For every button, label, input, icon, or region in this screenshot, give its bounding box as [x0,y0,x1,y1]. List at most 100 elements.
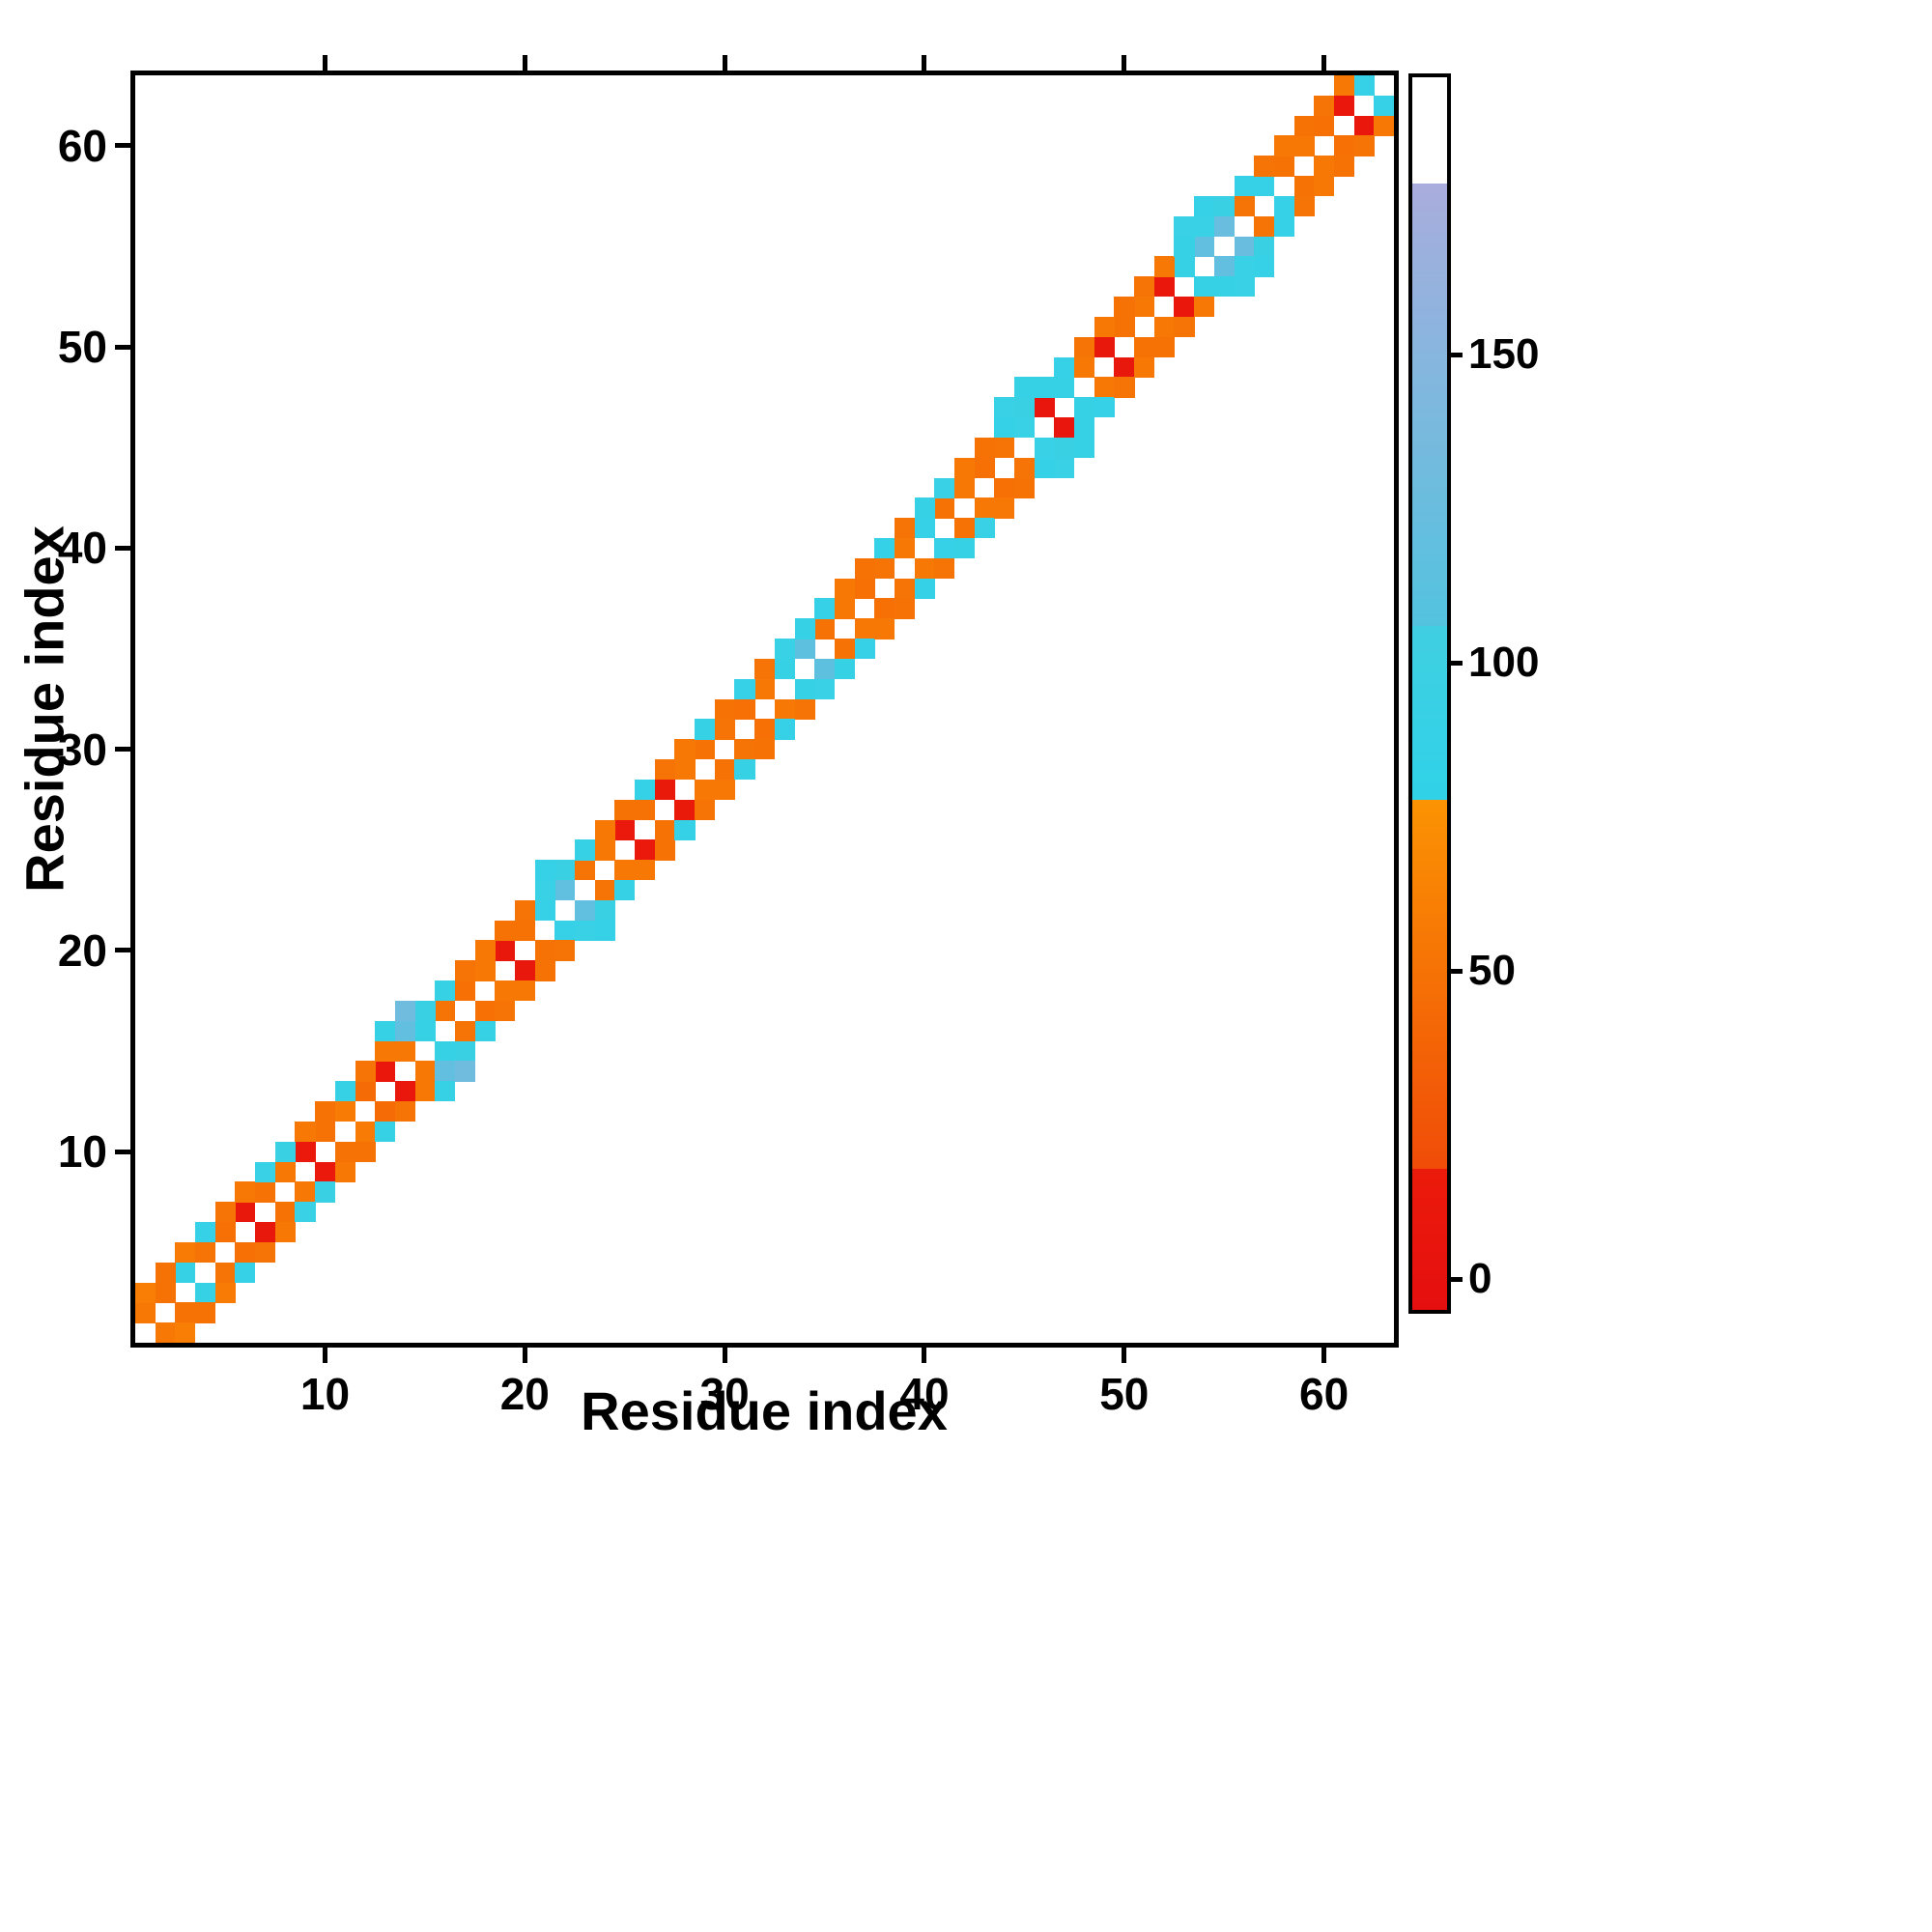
colorbar-strip [1412,131,1447,134]
heatmap-cell [534,960,555,981]
colorbar-strip [1412,1124,1447,1127]
colorbar-strip [1412,439,1447,441]
colorbar-strip [1412,475,1447,478]
colorbar-strip [1412,118,1447,121]
colorbar-strip [1412,974,1447,977]
colorbar-strip [1412,987,1447,990]
colorbar-strip [1412,429,1447,432]
colorbar-tick [1451,660,1463,666]
colorbar-strip [1412,1041,1447,1044]
colorbar-strip [1412,365,1447,368]
colorbar-strip [1412,471,1447,474]
colorbar-strip [1412,728,1447,731]
heatmap-cell [195,1282,216,1303]
colorbar-strip [1412,1260,1447,1263]
heatmap-cell [1213,276,1235,298]
colorbar-strip [1412,1005,1447,1008]
colorbar-strip [1412,956,1447,959]
heatmap-cell [874,557,895,580]
colorbar-strip [1412,607,1447,610]
colorbar-strip [1412,373,1447,376]
colorbar-strip [1412,170,1447,173]
colorbar-strip [1412,676,1447,679]
colorbar-strip [1412,537,1447,540]
colorbar-strip [1412,958,1447,961]
colorbar-tick [1451,1276,1463,1282]
colorbar-strip [1412,218,1447,221]
colorbar-strip [1412,93,1447,96]
heatmap-cell [514,920,536,941]
colorbar-strip [1412,1113,1447,1116]
colorbar-strip [1412,1053,1447,1056]
colorbar-strip [1412,195,1447,198]
colorbar-strip [1412,95,1447,98]
colorbar-strip [1412,137,1447,140]
y-tick-label: 10 [57,1126,107,1178]
colorbar-strip [1412,1175,1447,1178]
colorbar-strip [1412,815,1447,818]
colorbar-strip [1412,1059,1447,1062]
colorbar-strip [1412,147,1447,150]
colorbar-strip [1412,898,1447,901]
colorbar-strip [1412,1252,1447,1255]
colorbar-strip [1412,690,1447,693]
colorbar-strip [1412,1034,1447,1037]
colorbar-strip [1412,920,1447,923]
plot-area [135,75,1394,1343]
colorbar-strip [1412,1144,1447,1147]
colorbar-strip [1412,842,1447,845]
colorbar-strip [1412,1285,1447,1288]
heatmap-cell [1114,377,1135,398]
colorbar-strip [1412,705,1447,708]
heatmap-cell [814,598,836,619]
colorbar-strip [1412,796,1447,799]
colorbar-strip [1412,83,1447,86]
colorbar-strip [1412,978,1447,980]
heatmap-cell [235,1181,256,1203]
colorbar-strip [1412,1161,1447,1164]
heatmap-cell [414,1081,436,1102]
colorbar-strip [1412,1206,1447,1208]
colorbar-strip [1412,1063,1447,1065]
colorbar-strip [1412,1146,1447,1149]
colorbar-strip [1412,912,1447,915]
colorbar-strip [1412,1037,1447,1040]
colorbar-strip [1412,383,1447,385]
x-tick [1122,1348,1127,1363]
colorbar-strip [1412,526,1447,528]
heatmap-cell [974,457,995,478]
colorbar-strip [1412,626,1447,629]
colorbar-strip [1412,746,1447,749]
heatmap-cell [295,1181,316,1203]
heatmap-cell [1174,215,1195,237]
colorbar-strip [1412,1076,1447,1079]
heatmap-cell [674,819,696,840]
colorbar-strip [1412,867,1447,870]
colorbar-strip [1412,554,1447,557]
heatmap-cell [554,880,576,901]
colorbar-strip [1412,1242,1447,1245]
colorbar-strip [1412,1022,1447,1025]
colorbar-strip [1412,707,1447,710]
colorbar-strip [1412,1250,1447,1253]
colorbar-strip [1412,1186,1447,1189]
colorbar-strip [1412,757,1447,760]
colorbar-strip [1412,549,1447,552]
colorbar-strip [1412,361,1447,364]
colorbar-strip [1412,456,1447,459]
heatmap-cell [953,537,976,559]
colorbar-strip [1412,498,1447,501]
colorbar-strip [1412,939,1447,942]
colorbar-strip [1412,506,1447,509]
heatmap-cell [774,719,795,740]
colorbar-strip [1412,367,1447,370]
y-tick [115,948,130,953]
colorbar-strip [1412,462,1447,465]
heatmap-cell [1153,316,1175,338]
heatmap-cell [635,860,656,881]
colorbar-strip [1412,162,1447,165]
heatmap-cell [295,1121,316,1143]
colorbar-strip [1412,1049,1447,1052]
colorbar-strip [1412,860,1447,863]
colorbar-strip [1412,1246,1447,1249]
